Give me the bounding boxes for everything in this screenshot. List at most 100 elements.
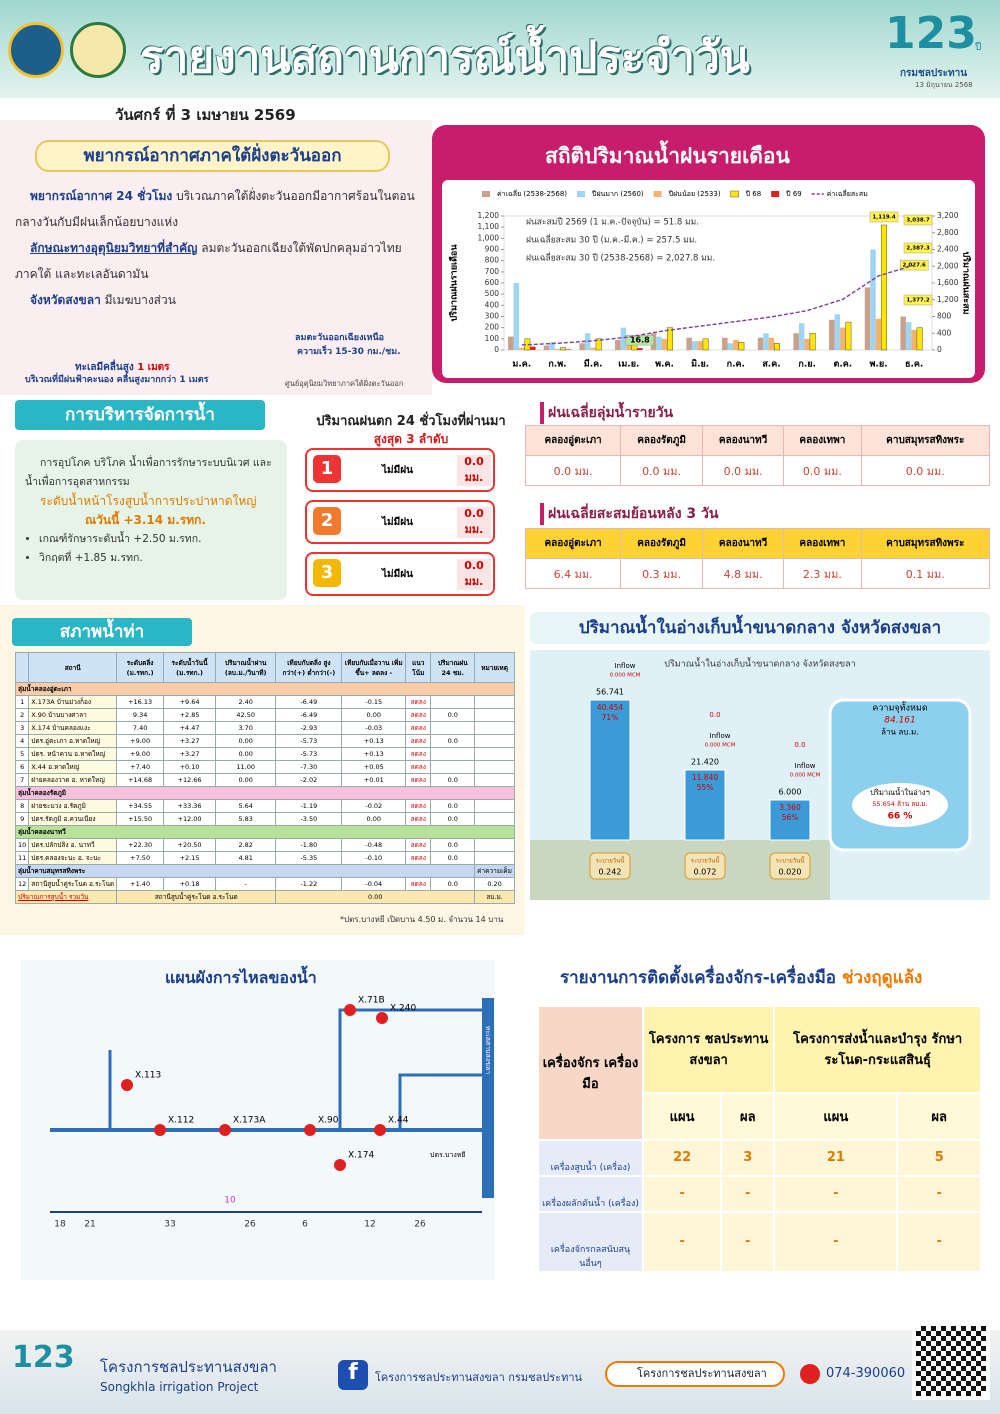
table-row: 9 ปตร.รัตภูมิ อ.ควนเนียง +15.50 +12.00 5.83-… [14,812,515,826]
current-bubble [852,783,948,827]
cell: X.44 อ.หาดใหญ่ [28,760,118,774]
cell: 4.81 [214,851,277,865]
cell: 3 [720,1138,776,1177]
cell: ปตร.ปลักปลิง อ. นาทวี [28,838,118,852]
percent: 55% [697,783,714,792]
bar [530,346,536,350]
tick-label: 400 [937,328,952,337]
cell: +9.64 [163,695,216,709]
distance: 26 [414,1220,426,1230]
tick-label: 100 [485,334,500,343]
footer-web[interactable]: โครงการชลประทานสงขลา [605,1361,785,1387]
footer-logo: 123 [12,1340,75,1375]
station-marker [334,1159,346,1171]
chart-note: ฝนเฉลี่ยสะสม 30 ปี (2538-2568) = 2,027.8… [526,252,715,264]
cell [474,812,515,826]
text: มีเมฆบางส่วน [104,293,176,307]
cell: +3.27 [163,747,216,761]
distance: 26 [244,1220,256,1230]
title-text: รายงานการติดตั้งเครื่องจักร-เครื่องมือ [560,968,837,988]
table-row: 3 X.174 บ้านคลองแงะ 7.40 +4.47 3.70 -2.93 -0.0… [14,721,515,735]
total-label: ความจุทั้งหมด [872,701,928,714]
cell: 0.00 [214,773,277,787]
tick-label: 700 [485,267,500,276]
cell: -1.19 [275,799,343,813]
tick-label: 400 [485,300,500,309]
column-header: ปริมาณฝน 24 ชม. [430,652,476,683]
cell: X.173A บ้านม่วงก็อง [28,695,118,709]
cell: -0.03 [341,721,407,735]
release-box [769,852,811,880]
tick-label: 1,200 [937,295,959,304]
lake-label: ทะเลสาบสงขลา [484,1026,492,1074]
cell: ลดลง [405,773,432,787]
station-label: X.240 [390,1004,416,1014]
cell: - [720,1210,776,1274]
cell: ลดลง [405,734,432,748]
cell: -6.49 [275,708,343,722]
distance: 33 [164,1220,175,1230]
label: ลักษณะทางอุตุนิยมวิทยาที่สำคัญ [30,241,198,255]
machinery-table: เครื่องจักร เครื่องมือ โครงการ ชลประทานสง… [537,1005,982,1274]
release: 0.020 [779,868,802,877]
cell: - [720,1174,776,1213]
cell: +22.30 [116,838,165,852]
station-marker [374,1124,386,1136]
bar [911,329,917,350]
value-label: 1,119.4 [872,215,895,221]
title-highlight: ช่วงฤดูแล้ง [841,968,923,988]
cell: +15.50 [116,812,165,826]
bar [738,341,745,351]
wave: ทะเลมีคลื่นสูง 1 เมตร [75,360,170,375]
footer-facebook[interactable]: โครงการชลประทานสงขลา กรมชลประทาน [375,1371,583,1384]
cell: 12 [14,877,30,891]
flow-diagram: ทะเลสาบสงขลา X.113 X.112 X.173A X.90 X.44 X.17… [50,996,494,1230]
cell: 2.40 [214,695,277,709]
inflow: 0.000 MCM [705,743,736,749]
cell [474,838,515,852]
station-marker [154,1124,166,1136]
cell [430,695,476,709]
column-header: คลองนาทวี [701,425,785,456]
station-marker [304,1124,316,1136]
cell: +0.13 [341,747,407,761]
bar [900,316,906,350]
distance: 18 [54,1220,66,1230]
bar [829,319,835,350]
bar [870,249,876,350]
cell: 0.0 มม. [620,455,703,486]
basin-3day-title: ฝนเฉลี่ยสะสมย้อนหลัง 3 วัน [540,503,718,525]
current-pct: 66 % [888,812,913,822]
header-row: คลองอู่ตะเภา คลองรัตภูมิ คลองนาทวี คลองเทพา… [524,425,991,456]
x-tick-label: พ.ย. [869,360,887,370]
column-header: คลองรัตภูมิ [620,425,703,456]
column-header: คลองอู่ตะเภา [524,425,622,456]
cell: ปตร.อู่ตะเภา อ.หาดใหญ่ [28,734,118,748]
wave-note: บริเวณที่มีฝนฟ้าคะนอง คลื่นสูงมากกว่า 1 … [25,375,209,385]
station-marker [344,1004,356,1016]
cell: -0.15 [341,695,407,709]
pump-station: สถานีสูบน้ำคู่ระโนด อ.ระโนด [116,890,277,904]
inflow: 0.000 MCM [790,773,821,779]
table-row: 12 สถานีสูบน้ำคู่ระโนด อ.ระโนด +1.40 +0.18-… [14,877,515,891]
release-label: ระบายวันนี้ [691,855,720,865]
flow-panel [20,960,495,1280]
inflow: 0.000 MCM [610,673,641,679]
cell [474,721,515,735]
bar [508,336,514,350]
chart-note: ฝนเฉลี่ยสะสม 30 ปี (ม.ค.-มี.ค.) = 257.5 … [526,234,697,246]
chart-title: สถิติปริมาณน้ำฝนรายเดือน [545,144,790,168]
management-highlight: ระดับน้ำหน้าโรงสูบน้ำการประปาหาดใหญ่ [40,494,257,508]
wave-label: ทะเลมีคลื่นสูง [75,362,134,373]
bar [667,327,673,351]
bar [579,343,585,350]
bar [722,337,728,350]
bar [768,337,775,350]
legend-label: ปี 68 [745,190,761,198]
basin-3day-table: คลองอู่ตะเภา คลองรัตภูมิ คลองนาทวี คลองเทพา… [524,528,991,589]
bar [656,336,662,350]
x-tick-label: เม.ย. [618,360,639,370]
cell: 5 [14,747,30,761]
plot-area [503,215,933,351]
